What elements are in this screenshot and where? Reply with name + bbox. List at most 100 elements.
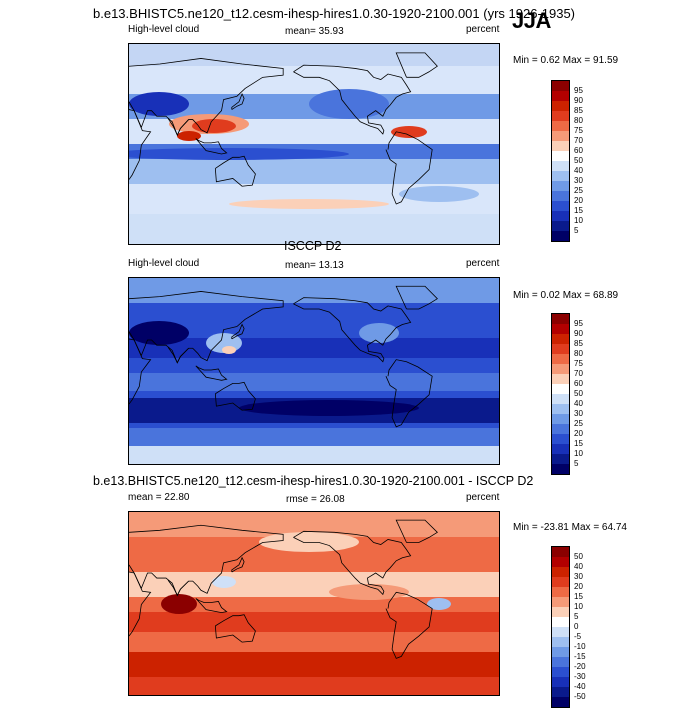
colorbar-segment <box>552 677 569 687</box>
colorbar-segment <box>552 221 569 231</box>
colorbar-segment <box>552 101 569 111</box>
indonesia-coast <box>195 365 228 381</box>
colorbar-tick-label: 85 <box>574 339 583 348</box>
colorbar-segment <box>552 557 569 567</box>
colorbar-tick-label: 75 <box>574 359 583 368</box>
panel2-title: ISCCP D2 <box>284 239 342 253</box>
colorbar-segment <box>552 314 569 324</box>
colorbar-tick-label: 15 <box>574 592 583 601</box>
india-coast <box>167 579 189 597</box>
field-polar-south <box>129 214 499 244</box>
colorbar-segment <box>552 607 569 617</box>
colorbar-tick-label: -50 <box>574 692 586 701</box>
panel3-rmse: rmse = 26.08 <box>286 494 345 505</box>
panel2-units: percent <box>466 258 500 269</box>
colorbar-tick-label: -10 <box>574 642 586 651</box>
colorbar-tick-label: 40 <box>574 166 583 175</box>
colorbar-segment <box>552 211 569 221</box>
japan-coast <box>231 556 245 573</box>
colorbar-segment <box>552 404 569 414</box>
colorbar-segment <box>552 364 569 374</box>
colorbar-tick-label: 10 <box>574 216 583 225</box>
panel3-title: b.e13.BHISTC5.ne120_t12.cesm-ihesp-hires… <box>93 474 534 488</box>
colorbar-segment <box>552 647 569 657</box>
colorbar-segment <box>552 637 569 647</box>
colorbar-tick-label: 40 <box>574 562 583 571</box>
colorbar-segment <box>552 567 569 577</box>
greenland-coast <box>395 52 438 78</box>
colorbar-segment <box>552 444 569 454</box>
field-low-cloud-atlantic <box>399 186 479 202</box>
colorbar-tick-label: 20 <box>574 196 583 205</box>
australia-coast <box>214 155 256 187</box>
colorbar-segment <box>552 354 569 364</box>
north-america-coast <box>293 530 412 596</box>
field-polar-south <box>129 446 499 464</box>
colorbar-tick-label: 80 <box>574 349 583 358</box>
africa-coast <box>129 571 152 637</box>
colorbar-tick-label: 50 <box>574 156 583 165</box>
panel1-units: percent <box>466 24 500 35</box>
colorbar-tick-label: 85 <box>574 106 583 115</box>
colorbar-segment <box>552 81 569 91</box>
colorbar-segment <box>552 587 569 597</box>
panel1-variable: High-level cloud <box>128 24 200 35</box>
colorbar-tick-label: 60 <box>574 146 583 155</box>
panel2-mean: mean= 13.13 <box>285 260 344 271</box>
colorbar-tick-label: 10 <box>574 602 583 611</box>
panel3-map <box>128 511 500 696</box>
field-itcz <box>129 373 499 391</box>
panel2-minmax: Min = 0.02 Max = 68.89 <box>513 290 619 301</box>
field-low-cloud-africa <box>129 92 189 116</box>
field-weak-north-pacific <box>259 532 359 552</box>
eurasia-coast <box>129 524 284 597</box>
colorbar-segment <box>552 231 569 241</box>
colorbar-tick-label: 25 <box>574 186 583 195</box>
south-america-coast <box>385 359 433 428</box>
panel2-map <box>128 277 500 465</box>
panel2-variable: High-level cloud <box>128 258 200 269</box>
colorbar-tick-label: -30 <box>574 672 586 681</box>
map1-svg <box>129 44 499 244</box>
greenland-coast <box>395 285 438 310</box>
field-low-cloud-south-pacific <box>239 400 419 416</box>
colorbar-tick-label: -20 <box>574 662 586 671</box>
field-high-cloud-pacific <box>359 323 399 343</box>
colorbar-segment <box>552 414 569 424</box>
colorbar-tick-label: 60 <box>574 379 583 388</box>
colorbar-segment <box>552 201 569 211</box>
colorbar-tick-label: 70 <box>574 369 583 378</box>
field-polar-south <box>129 677 499 695</box>
india-coast <box>167 118 189 137</box>
colorbar-tick-label: 90 <box>574 329 583 338</box>
colorbar-tick-label: 30 <box>574 409 583 418</box>
field-polar-north <box>129 44 499 66</box>
colorbar-tick-label: 90 <box>574 96 583 105</box>
field-subtropic-north <box>129 338 499 358</box>
colorbar-segment <box>552 121 569 131</box>
colorbar-segment <box>552 657 569 667</box>
panel3-mean: mean = 22.80 <box>128 492 190 503</box>
africa-coast <box>129 338 152 405</box>
australia-coast <box>214 381 256 411</box>
colorbar-tick-label: 40 <box>574 399 583 408</box>
india-coast <box>167 347 189 364</box>
field-high-cloud-central-america <box>391 126 427 138</box>
colorbar-segment <box>552 374 569 384</box>
panel3-minmax: Min = -23.81 Max = 64.74 <box>513 522 627 533</box>
colorbar-tick-label: 20 <box>574 429 583 438</box>
indonesia-coast <box>195 598 228 614</box>
colorbar-segment <box>552 91 569 101</box>
colorbar-tick-label: 5 <box>574 612 579 621</box>
colorbar-tick-label: 70 <box>574 136 583 145</box>
colorbar-tick-label: 50 <box>574 552 583 561</box>
colorbar-tick-label: 80 <box>574 116 583 125</box>
japan-coast <box>231 92 245 110</box>
colorbar-tick-label: 15 <box>574 439 583 448</box>
field-storm-track-south <box>229 199 389 209</box>
colorbar-segment <box>552 344 569 354</box>
colorbar-segment <box>552 181 569 191</box>
colorbar-segment <box>552 687 569 697</box>
colorbar-segment <box>552 434 569 444</box>
field-high-cloud-bay <box>177 131 201 141</box>
